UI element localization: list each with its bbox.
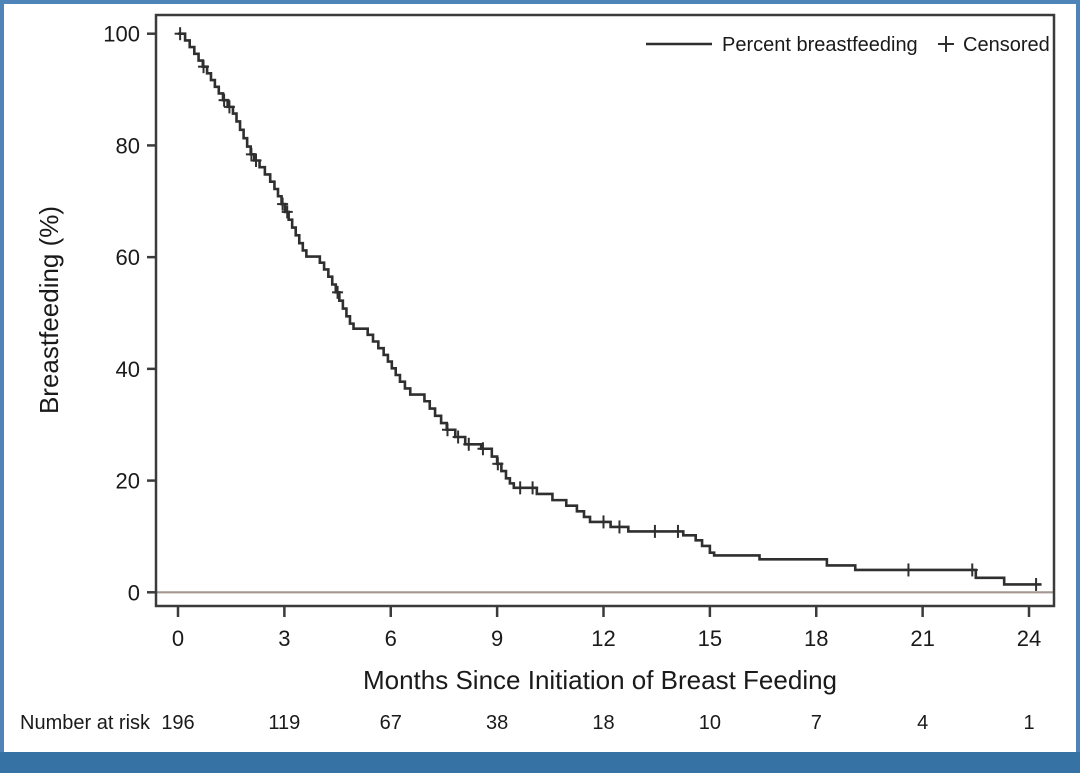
censor-mark (250, 154, 262, 168)
censored-plus-icon (938, 36, 954, 52)
censor-mark (463, 437, 475, 451)
y-tick-label: 20 (116, 469, 140, 494)
legend: Percent breastfeeding Censored (646, 34, 1050, 56)
y-tick-label: 100 (103, 22, 140, 47)
censor-mark (966, 563, 978, 577)
censor-mark (1030, 577, 1042, 591)
number-at-risk-value: 10 (699, 712, 721, 734)
number-at-risk-values: 196 119 67 38 18 10 7 4 1 (161, 712, 1034, 734)
y-tick-label: 40 (116, 357, 140, 382)
censor-mark (492, 457, 504, 471)
x-tick-label: 15 (698, 626, 722, 651)
censor-mark (174, 27, 186, 41)
censor-mark (281, 205, 293, 219)
number-at-risk-label: Number at risk (20, 712, 151, 734)
y-axis-title: Breastfeeding (%) (34, 206, 64, 414)
censor-marks (174, 27, 1042, 591)
y-axis-ticks: 100 80 60 40 20 0 (103, 22, 156, 605)
censor-mark (452, 430, 464, 444)
km-curve (178, 32, 1042, 586)
number-at-risk-value: 119 (268, 712, 300, 734)
censor-mark (672, 524, 684, 538)
censor-mark (902, 563, 914, 577)
legend-censored-label: Censored (963, 34, 1050, 56)
censor-mark (598, 515, 609, 529)
x-tick-label: 3 (278, 626, 290, 651)
censor-mark (198, 60, 210, 74)
number-at-risk-value: 7 (811, 712, 822, 734)
censor-mark (223, 100, 235, 114)
x-tick-label: 21 (910, 626, 934, 651)
censor-mark (477, 442, 489, 456)
legend-series-label: Percent breastfeeding (722, 34, 918, 56)
x-tick-label: 12 (591, 626, 615, 651)
censor-mark (514, 481, 526, 495)
censor-mark (277, 197, 289, 211)
x-tick-label: 0 (172, 626, 184, 651)
censor-mark (527, 481, 539, 495)
number-at-risk-value: 4 (917, 712, 928, 734)
x-tick-label: 6 (385, 626, 397, 651)
number-at-risk-value: 67 (380, 712, 402, 734)
censor-mark (441, 423, 453, 437)
x-axis-ticks: 0 3 6 9 12 15 18 21 24 (172, 606, 1041, 651)
number-at-risk-value: 38 (486, 712, 508, 734)
y-tick-label: 60 (116, 245, 140, 270)
censor-mark (332, 285, 344, 299)
censor-mark (649, 524, 661, 538)
x-axis-title: Months Since Initiation of Breast Feedin… (363, 665, 837, 695)
number-at-risk-value: 196 (161, 712, 194, 734)
number-at-risk-value: 1 (1023, 712, 1034, 734)
bottom-blue-band (0, 752, 1080, 773)
number-at-risk-value: 18 (592, 712, 614, 734)
censor-mark (613, 520, 625, 534)
x-tick-label: 24 (1017, 626, 1041, 651)
plot-frame (154, 13, 1056, 608)
y-tick-label: 80 (116, 133, 140, 158)
y-tick-label: 0 (128, 580, 140, 605)
censor-mark (218, 93, 230, 107)
km-step-path (178, 32, 1042, 586)
x-tick-label: 9 (491, 626, 503, 651)
x-tick-label: 18 (804, 626, 828, 651)
